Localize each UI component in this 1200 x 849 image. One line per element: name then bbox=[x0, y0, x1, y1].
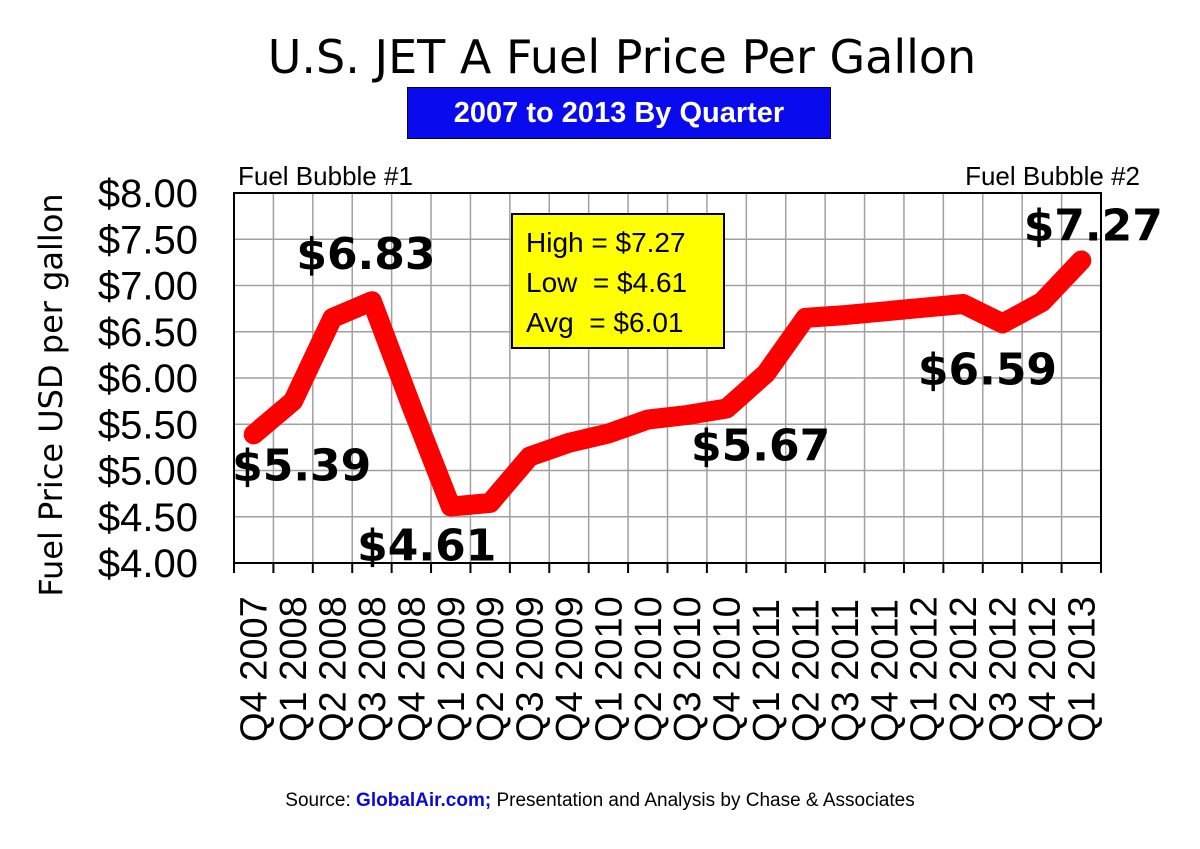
x-tick-label: Q2 2008 bbox=[313, 596, 355, 742]
y-tick-label: $5.00 bbox=[98, 450, 198, 494]
x-tick-label: Q3 2010 bbox=[667, 596, 709, 742]
stats-box-background bbox=[511, 213, 725, 349]
x-tick-label: Q2 2012 bbox=[943, 596, 985, 742]
x-tick-label: Q1 2008 bbox=[273, 596, 315, 742]
x-tick-label: Q1 2009 bbox=[431, 596, 473, 742]
x-tick-label: Q2 2011 bbox=[785, 599, 827, 742]
y-tick-label: $4.50 bbox=[98, 496, 198, 540]
series-line bbox=[243, 250, 1092, 517]
chart-title: U.S. JET A Fuel Price Per Gallon bbox=[268, 30, 976, 84]
y-axis-label: Fuel Price USD per gallon bbox=[32, 193, 70, 596]
callout-label: $5.67 bbox=[691, 421, 830, 472]
bubble-label-2: Fuel Bubble #2 bbox=[965, 161, 1140, 191]
y-tick-label: $4.00 bbox=[98, 542, 198, 586]
y-tick-label: $8.00 bbox=[98, 172, 198, 216]
callout-label: $6.59 bbox=[918, 344, 1057, 395]
x-tick-label: Q1 2013 bbox=[1061, 596, 1103, 742]
x-tick-label: Q1 2010 bbox=[588, 596, 630, 742]
callout-label: $7.27 bbox=[1024, 201, 1163, 252]
y-tick-label: $5.50 bbox=[98, 403, 198, 447]
callouts: $5.39 $6.83 $4.61 $5.67 $6.59 $7.27 bbox=[232, 201, 1163, 572]
x-tick-label: Q3 2009 bbox=[510, 596, 552, 742]
x-tick-label: Q4 2012 bbox=[1022, 596, 1064, 742]
x-tick-label: Q1 2012 bbox=[904, 596, 946, 742]
y-axis-ticks: $8.00$7.50$7.00$6.50$6.00$5.50$5.00$4.50… bbox=[98, 172, 198, 586]
x-tick-label: Q4 2008 bbox=[391, 596, 433, 742]
stats-low: Low = $4.61 bbox=[526, 267, 687, 298]
x-tick-label: Q4 2009 bbox=[549, 596, 591, 742]
x-tick-label: Q4 2011 bbox=[864, 599, 906, 742]
x-tick-label: Q2 2009 bbox=[470, 596, 512, 742]
x-tick-label: Q3 2008 bbox=[352, 596, 394, 742]
x-tick-label: Q4 2007 bbox=[234, 596, 276, 742]
x-tick-label: Q2 2010 bbox=[628, 596, 670, 742]
stats-box: High = $7.27 Low = $4.61 Avg = $6.01 bbox=[511, 213, 725, 349]
stats-high: High = $7.27 bbox=[526, 227, 686, 258]
subtitle-box: 2007 to 2013 By Quarter bbox=[407, 87, 831, 139]
x-tick-label: Q4 2010 bbox=[707, 596, 749, 742]
source-site-link[interactable]: GlobalAir.com; bbox=[356, 790, 492, 811]
x-tick-label: Q3 2011 bbox=[825, 599, 867, 742]
callout-label: $4.61 bbox=[357, 521, 496, 572]
callout-label: $6.83 bbox=[296, 229, 435, 280]
y-tick-label: $6.00 bbox=[98, 357, 198, 401]
bubble-label-1: Fuel Bubble #1 bbox=[238, 161, 413, 191]
callout-label: $5.39 bbox=[232, 440, 371, 491]
source-rest: Presentation and Analysis by Chase & Ass… bbox=[491, 790, 915, 811]
chart-subtitle: 2007 to 2013 By Quarter bbox=[453, 96, 785, 129]
y-tick-label: $7.50 bbox=[98, 218, 198, 262]
stats-avg: Avg = $6.01 bbox=[526, 307, 684, 338]
y-tick-label: $6.50 bbox=[98, 311, 198, 355]
x-tick-label: Q3 2012 bbox=[982, 596, 1024, 742]
y-tick-label: $7.00 bbox=[98, 265, 198, 309]
series-layer bbox=[243, 250, 1092, 517]
x-tick-label: Q1 2011 bbox=[746, 599, 788, 742]
source-prefix: Source: bbox=[285, 790, 357, 811]
source-line: Source: GlobalAir.com; Presentation and … bbox=[0, 790, 1200, 812]
